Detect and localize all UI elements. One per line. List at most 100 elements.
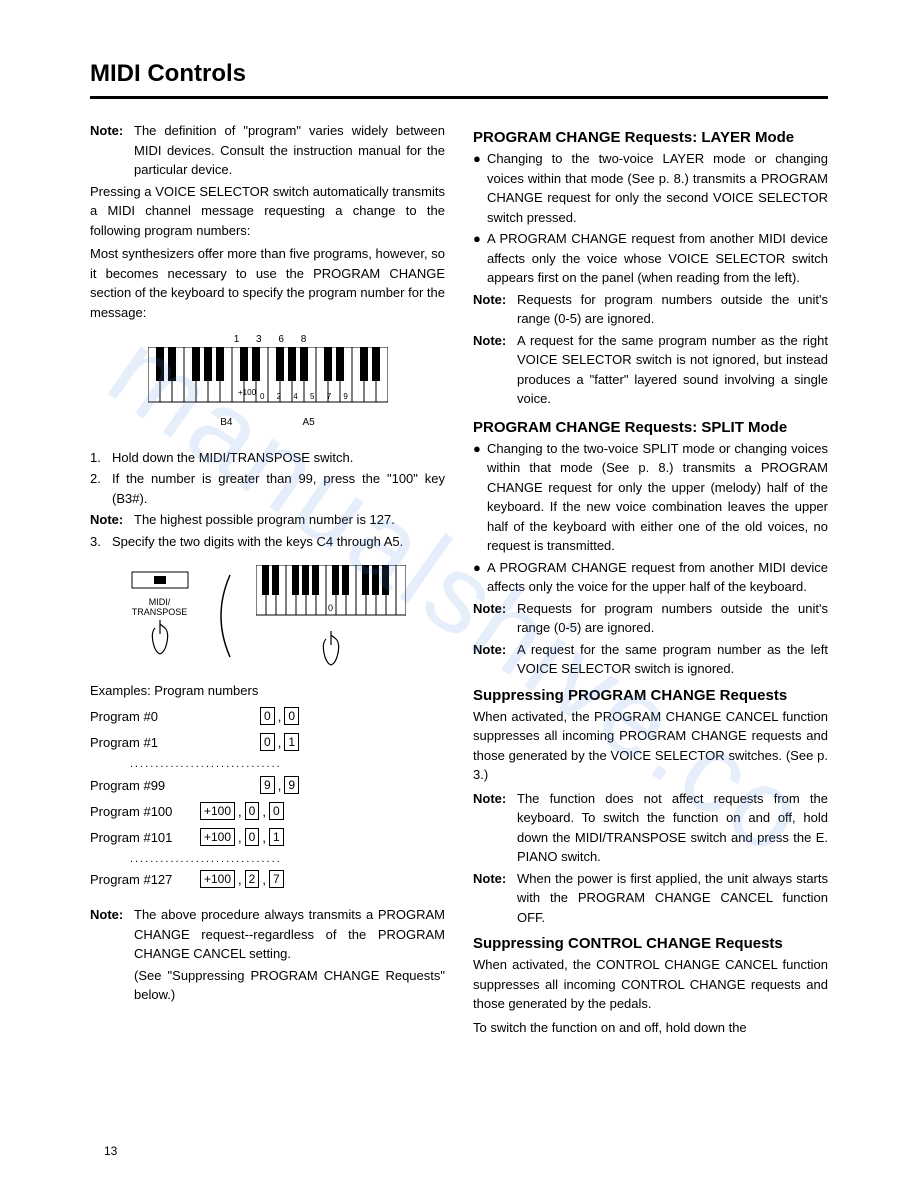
note-row: Note: Requests for program numbers outsi… — [473, 290, 828, 329]
bullet-item: ● A PROGRAM CHANGE request from another … — [473, 558, 828, 597]
step-num: 1. — [90, 448, 112, 468]
note-body: The function does not affect requests fr… — [517, 789, 828, 867]
table-row: Program #0 0, 0 — [90, 704, 445, 730]
note-body: Requests for program numbers outside the… — [517, 599, 828, 638]
table-row: Program #1 0, 1 — [90, 730, 445, 756]
dots: .............................. — [90, 851, 445, 868]
bullet-icon: ● — [473, 149, 487, 227]
transpose-figure: MIDI/ TRANSPOSE 0 — [90, 565, 445, 667]
dots: .............................. — [90, 756, 445, 773]
keybox: 9 — [260, 776, 275, 794]
note-body: Requests for program numbers outside the… — [517, 290, 828, 329]
note-body: The above procedure always transmits a P… — [134, 905, 445, 964]
keybox: 0 — [260, 707, 275, 725]
paragraph: When activated, the CONTROL CHANGE CANCE… — [473, 955, 828, 1014]
keyboard-figure: 1 3 6 8 +100 0 2 4 5 7 9 B4 — [90, 332, 445, 430]
keybox: 0 — [269, 802, 284, 820]
svg-text:0: 0 — [328, 603, 333, 613]
note-label: Note: — [473, 789, 517, 867]
page-number: 13 — [104, 1144, 117, 1158]
step-body: Hold down the MIDI/TRANSPOSE switch. — [112, 448, 445, 468]
kb-label-b4: B4 — [220, 415, 232, 430]
note-label: Note: — [90, 121, 134, 180]
bullet-body: A PROGRAM CHANGE request from another MI… — [487, 558, 828, 597]
note-label: Note: — [473, 331, 517, 409]
list-item: 3. Specify the two digits with the keys … — [90, 532, 445, 552]
hand-icon — [316, 629, 346, 667]
bullet-item: ● A PROGRAM CHANGE request from another … — [473, 229, 828, 288]
prog-label: Program #99 — [90, 776, 200, 796]
button-icon — [130, 570, 190, 592]
bullet-body: Changing to the two-voice LAYER mode or … — [487, 149, 828, 227]
step-num: 2. — [90, 469, 112, 508]
prog-label: Program #127 — [90, 870, 200, 890]
bullet-body: A PROGRAM CHANGE request from another MI… — [487, 229, 828, 288]
left-column: Note: The definition of "program" varies… — [90, 121, 445, 1041]
keybox: +100 — [200, 802, 235, 820]
note-label: Note: — [90, 510, 134, 530]
keybox: +100 — [200, 828, 235, 846]
note-row: Note: When the power is first applied, t… — [473, 869, 828, 928]
note-row: Note: The function does not affect reque… — [473, 789, 828, 867]
page-title: MIDI Controls — [90, 60, 828, 88]
note-row: Note: A request for the same program num… — [473, 640, 828, 679]
svg-text:0 2 4 5 7 9: 0 2 4 5 7 9 — [260, 392, 353, 401]
kb-top-labels: 1 3 6 8 — [102, 332, 445, 347]
note-row: Note: The highest possible program numbe… — [90, 510, 445, 530]
step-num: 3. — [90, 532, 112, 552]
note-label: Note: — [473, 869, 517, 928]
bullet-icon: ● — [473, 439, 487, 556]
list-item: 1. Hold down the MIDI/TRANSPOSE switch. — [90, 448, 445, 468]
keybox: 0 — [245, 828, 260, 846]
section-heading: Suppressing PROGRAM CHANGE Requests — [473, 687, 828, 705]
table-row: Program #99 9, 9 — [90, 773, 445, 799]
svg-text:+100: +100 — [238, 388, 257, 397]
note-body: When the power is first applied, the uni… — [517, 869, 828, 928]
keybox: 0 — [284, 707, 299, 725]
table-row: Program #100 +100, 0, 0 — [90, 799, 445, 825]
note-row: Note: The above procedure always transmi… — [90, 905, 445, 964]
keybox: 1 — [284, 733, 299, 751]
note-label: Note: — [473, 599, 517, 638]
note-row: Note: Requests for program numbers outsi… — [473, 599, 828, 638]
keyboard-icon: +100 0 2 4 5 7 9 — [148, 347, 388, 409]
keybox: 1 — [269, 828, 284, 846]
title-rule — [90, 96, 828, 99]
bullet-item: ● Changing to the two-voice SPLIT mode o… — [473, 439, 828, 556]
keybox: 0 — [245, 802, 260, 820]
examples-heading: Examples: Program numbers — [90, 681, 445, 701]
list-item: 2. If the number is greater than 99, pre… — [90, 469, 445, 508]
bullet-icon: ● — [473, 558, 487, 597]
note-label: Note: — [473, 640, 517, 679]
paragraph: When activated, the PROGRAM CHANGE CANCE… — [473, 707, 828, 785]
note-sub: (See "Suppressing PROGRAM CHANGE Request… — [90, 966, 445, 1005]
note-body: A request for the same program number as… — [517, 331, 828, 409]
hand-icon — [145, 618, 175, 656]
section-heading: PROGRAM CHANGE Requests: LAYER Mode — [473, 129, 828, 147]
keybox: 2 — [245, 870, 260, 888]
prog-label: Program #101 — [90, 828, 200, 848]
prog-label: Program #1 — [90, 733, 200, 753]
program-table: Program #0 0, 0 Program #1 0, 1 ........… — [90, 704, 445, 893]
paragraph: Most synthesizers offer more than five p… — [90, 244, 445, 322]
note-label: Note: — [90, 905, 134, 964]
note-body: The definition of "program" varies widel… — [134, 121, 445, 180]
prog-label: Program #100 — [90, 802, 200, 822]
prog-label: Program #0 — [90, 707, 200, 727]
bullet-item: ● Changing to the two-voice LAYER mode o… — [473, 149, 828, 227]
section-heading: PROGRAM CHANGE Requests: SPLIT Mode — [473, 419, 828, 437]
bullet-icon: ● — [473, 229, 487, 288]
content-columns: Note: The definition of "program" varies… — [90, 121, 828, 1041]
note-body: The highest possible program number is 1… — [134, 510, 445, 530]
step-body: Specify the two digits with the keys C4 … — [112, 532, 445, 552]
paragraph: Pressing a VOICE SELECTOR switch automat… — [90, 182, 445, 241]
note-row: Note: The definition of "program" varies… — [90, 121, 445, 180]
kb-label-a5: A5 — [303, 415, 315, 430]
keybox: 7 — [269, 870, 284, 888]
keybox: 9 — [284, 776, 299, 794]
paragraph: To switch the function on and off, hold … — [473, 1018, 828, 1038]
right-column: PROGRAM CHANGE Requests: LAYER Mode ● Ch… — [473, 121, 828, 1041]
table-row: Program #101 +100, 0, 1 — [90, 825, 445, 851]
bullet-body: Changing to the two-voice SPLIT mode or … — [487, 439, 828, 556]
table-row: Program #127 +100, 2, 7 — [90, 867, 445, 893]
